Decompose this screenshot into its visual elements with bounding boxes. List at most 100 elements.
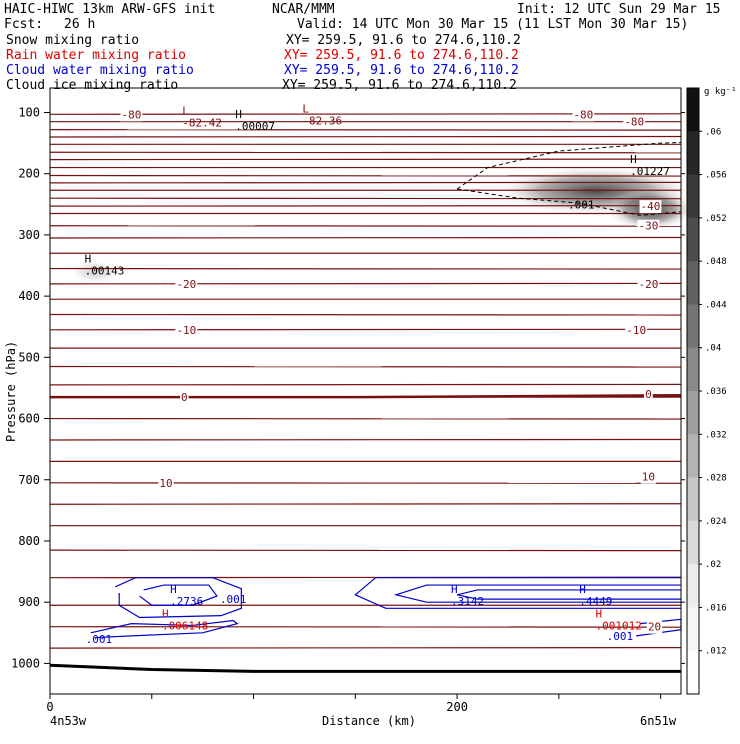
plot-frame	[49, 87, 682, 695]
extremum-value: .2736	[170, 595, 203, 608]
colorbar-swatch	[687, 564, 699, 608]
contour-label: .001	[86, 633, 113, 646]
colorbar-tick-label: .052	[705, 214, 727, 224]
ground-line	[49, 663, 681, 673]
cloud-water-contour-right	[354, 577, 681, 609]
field-cloudice-name: Cloud ice mixing ratio	[6, 78, 178, 93]
contour-label: .001	[607, 630, 634, 643]
colorbar-tick-label: .048	[705, 257, 727, 267]
snow-contour-lower	[457, 188, 682, 216]
isotherm-label-bg	[120, 108, 143, 122]
extremum-value: .3142	[451, 595, 484, 608]
x-right-location: 6n51w	[640, 714, 677, 728]
extremum-value: .00007	[235, 120, 275, 133]
extremum-mark: H	[170, 583, 177, 596]
isotherm-label: 20	[648, 621, 661, 634]
isotherm-label: 10	[642, 471, 655, 484]
colorbar-swatch	[687, 391, 699, 435]
y-tick-label: 200	[18, 167, 40, 181]
y-tick-label: 800	[18, 534, 40, 548]
colorbar-swatch	[687, 304, 699, 349]
extremum-mark: H	[162, 608, 169, 621]
extremum-mark: H	[85, 253, 92, 266]
isotherm-line	[49, 225, 682, 227]
y-tick-label: 300	[18, 228, 40, 242]
cloud-water-contour-right-inner2	[456, 589, 681, 600]
cloud-water-contour-left-inner	[139, 584, 218, 606]
isotherm-line	[49, 113, 682, 116]
isotherm-line	[49, 128, 682, 131]
isotherm-line	[49, 365, 682, 368]
isotherm-line	[49, 236, 682, 239]
contour-layer	[90, 141, 682, 639]
colorbar-tick-label: .016	[705, 603, 727, 613]
colorbar-swatch	[687, 131, 699, 176]
x-axis-label: Distance (km)	[322, 714, 416, 728]
isotherm-line	[49, 417, 682, 420]
shading-blob	[70, 259, 120, 284]
extremum-value: -82.42	[182, 116, 222, 129]
extremum-mark: L	[182, 104, 189, 117]
isotherm-label: 10	[159, 477, 172, 490]
isotherm-line	[49, 135, 682, 138]
x-tick-label: 200	[446, 700, 468, 714]
colorbar-swatch	[687, 88, 699, 132]
header-init: Init: 12 UTC Sun 29 Mar 15	[517, 2, 721, 17]
field-cloudwater-name: Cloud water mixing ratio	[6, 63, 194, 78]
extremum-value: .01227	[630, 165, 670, 178]
colorbar-tick-label: .04	[705, 344, 721, 354]
colorbar-swatch	[687, 174, 699, 219]
y-tick-label: 900	[18, 595, 40, 609]
field-snow-xy: XY= 259.5, 91.6 to 274.6,110.2	[286, 33, 521, 48]
isotherm-line	[49, 503, 682, 505]
field-rain-xy: XY= 259.5, 91.6 to 274.6,110.2	[284, 48, 519, 63]
colorbar-tick-label: .06	[705, 127, 721, 137]
header-valid: Valid: 14 UTC Mon 30 Mar 15 (11 LST Mon …	[297, 17, 688, 32]
y-axis-label: Pressure (hPa)	[4, 341, 18, 442]
isotherm-line	[49, 205, 682, 207]
cloud-water-contour-right-inner1	[393, 584, 681, 603]
isotherm-line	[49, 282, 682, 285]
isotherm-label: -20	[638, 278, 658, 291]
colorbar-tick-label: .032	[705, 430, 727, 440]
field-snow-name: Snow mixing ratio	[6, 33, 139, 48]
extremum-mark: L	[302, 103, 309, 116]
colorbar-swatch	[687, 650, 699, 695]
isotherm-label-bg	[175, 277, 198, 291]
field-cloudice-xy: XY= 259.5, 91.6 to 274.6,110.2	[282, 78, 517, 93]
header-fcst-label: Fcst:	[4, 17, 43, 32]
colorbar-tick-label: .056	[705, 171, 727, 181]
field-rain-name: Rain water mixing ratio	[6, 48, 186, 63]
extremum-mark: H	[579, 583, 586, 596]
isotherm-line	[49, 646, 682, 649]
y-tick-label: 400	[18, 289, 40, 303]
colorbar-tick-label: .044	[705, 300, 727, 310]
extremum-mark: H	[630, 153, 637, 166]
x-tick-label: 0	[46, 700, 53, 714]
isotherm-label-bg	[640, 470, 657, 484]
extremum-value: -82.36	[302, 115, 342, 128]
isotherm-line	[49, 181, 682, 184]
isotherm-label: 0	[645, 388, 652, 401]
extremum-value: .4449	[579, 595, 612, 608]
colorbar-swatch	[687, 261, 699, 305]
extremum-value: .00143	[85, 265, 125, 278]
isotherm-label-bg	[180, 391, 189, 405]
freezing-line	[50, 394, 682, 399]
isotherm-label: -80	[121, 108, 141, 121]
isotherm-line	[49, 313, 682, 316]
colorbar-tick-label: .012	[705, 647, 727, 657]
isotherm-line	[49, 267, 682, 270]
isotherm-label: -30	[638, 220, 658, 233]
isotherm-label-bg	[637, 277, 660, 291]
extremum-value: .006148	[162, 620, 208, 633]
colorbar-swatch	[687, 520, 699, 565]
colorbar-tick-label: .036	[705, 387, 727, 397]
isotherm-line	[49, 174, 682, 177]
isotherm-label: -80	[573, 108, 593, 121]
colorbar-tick-label: .02	[705, 560, 721, 570]
isotherm-line	[49, 625, 682, 628]
isotherm-label: -40	[641, 200, 661, 213]
extremum-mark: H	[235, 108, 242, 121]
